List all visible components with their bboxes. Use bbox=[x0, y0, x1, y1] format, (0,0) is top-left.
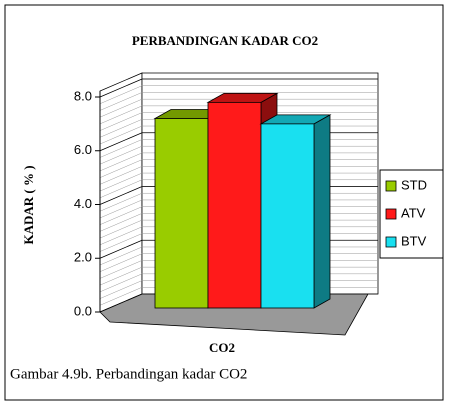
y-tick-label: 8.0 bbox=[74, 88, 92, 103]
minor-grid bbox=[99, 105, 378, 125]
caption: Gambar 4.9b. Perbandingan kadar CO2 bbox=[10, 366, 247, 382]
legend-swatch bbox=[385, 208, 397, 220]
y-tick-label: 6.0 bbox=[74, 142, 92, 157]
bar bbox=[154, 118, 209, 309]
legend-label: ATV bbox=[401, 205, 426, 220]
x-tick-label: CO2 bbox=[209, 340, 235, 355]
bar-side bbox=[313, 114, 331, 309]
minor-grid bbox=[99, 112, 378, 131]
y-tick-label: 2.0 bbox=[74, 250, 92, 265]
bar bbox=[207, 101, 262, 309]
legend-label: STD bbox=[401, 177, 427, 192]
minor-grid bbox=[99, 92, 378, 111]
y-tick-label: 0.0 bbox=[74, 303, 92, 318]
chart-title: PERBANDINGAN KADAR CO2 bbox=[132, 33, 318, 48]
minor-grid bbox=[99, 98, 378, 118]
plot: 0.0 2.0 4.0 6.0 8.0 CO2 STD ATV BTV bbox=[74, 72, 444, 355]
y-axis-label: KADAR ( % ) bbox=[21, 165, 36, 244]
bar bbox=[260, 123, 315, 309]
legend-label: BTV bbox=[401, 233, 427, 248]
legend-swatch bbox=[385, 180, 397, 192]
minor-grid bbox=[99, 85, 378, 104]
y-tick-label: 4.0 bbox=[74, 196, 92, 211]
grid-line bbox=[99, 78, 378, 98]
legend-swatch bbox=[385, 236, 397, 248]
